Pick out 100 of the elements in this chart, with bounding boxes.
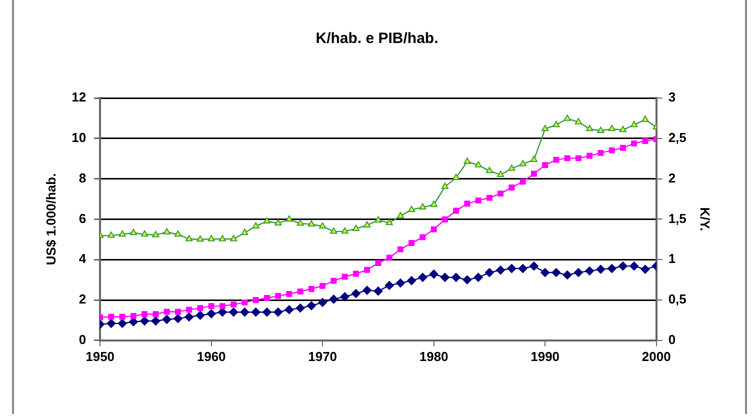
point: [497, 170, 504, 178]
point: [218, 234, 226, 242]
point: [319, 222, 326, 229]
point: [151, 316, 160, 326]
point: [540, 268, 550, 278]
point: [452, 174, 460, 180]
y-tick-label: 6: [78, 210, 86, 226]
point: [462, 275, 472, 284]
point: [252, 222, 260, 229]
point: [364, 221, 371, 228]
y2-tick-label: 1,5: [668, 210, 686, 226]
y2-tick-label: 3: [668, 90, 676, 105]
point: [141, 230, 148, 237]
point: [184, 312, 194, 322]
point: [186, 234, 193, 242]
point: [108, 232, 115, 238]
point: [475, 197, 482, 204]
point: [142, 311, 148, 318]
point: [508, 184, 515, 190]
x-tick-label: 1970: [308, 348, 338, 364]
x-tick-label: 1990: [530, 348, 560, 364]
point: [519, 160, 526, 166]
point: [351, 289, 360, 298]
point: [486, 166, 493, 174]
point: [264, 295, 270, 301]
point: [384, 280, 394, 290]
point: [441, 182, 448, 189]
point: [640, 264, 650, 274]
point: [118, 318, 127, 328]
point: [386, 254, 392, 261]
point: [508, 164, 516, 171]
point: [408, 240, 415, 246]
x-tick-label: 1960: [196, 348, 226, 364]
point: [418, 272, 428, 282]
point: [464, 158, 471, 164]
point: [496, 266, 506, 275]
point: [386, 218, 393, 226]
y2-tick-label: 0,5: [668, 292, 686, 307]
point: [330, 228, 338, 234]
point: [420, 234, 426, 240]
point: [152, 311, 159, 318]
point: [318, 298, 328, 307]
point: [284, 305, 294, 314]
point: [474, 161, 482, 168]
point: [608, 124, 616, 132]
point: [208, 303, 214, 310]
point: [106, 318, 116, 328]
point: [452, 272, 461, 282]
point: [320, 282, 326, 289]
point: [329, 294, 338, 304]
point: [564, 155, 570, 162]
point: [241, 228, 248, 235]
point: [598, 150, 604, 156]
point: [306, 301, 316, 310]
y-tick-label: 0: [78, 332, 86, 347]
point: [474, 272, 483, 282]
point: [296, 219, 304, 226]
point: [530, 170, 537, 177]
point: [196, 310, 205, 320]
y2-tick-label: 0: [668, 332, 676, 347]
y2-tick-label: 2,5: [668, 130, 686, 145]
point: [242, 299, 248, 306]
point: [263, 217, 270, 224]
y-tick-label: 4: [78, 251, 87, 266]
point: [440, 272, 450, 282]
point: [152, 230, 160, 238]
point: [407, 276, 416, 286]
point: [130, 312, 136, 319]
point: [252, 297, 259, 303]
point: [542, 124, 549, 132]
point: [642, 138, 648, 144]
point: [286, 290, 292, 297]
point: [419, 203, 426, 210]
point: [396, 212, 404, 218]
point: [430, 226, 437, 232]
point: [230, 234, 238, 242]
point: [130, 228, 137, 235]
point: [262, 308, 272, 317]
point: [274, 308, 283, 317]
x-tick-label: 1950: [86, 348, 115, 364]
point: [529, 262, 538, 271]
point: [630, 120, 638, 128]
point: [552, 268, 561, 278]
point: [374, 216, 382, 222]
point: [230, 301, 237, 308]
point: [197, 305, 204, 312]
point: [453, 208, 460, 214]
y-tick-label: 12: [72, 90, 86, 105]
point: [286, 215, 293, 222]
point: [552, 120, 560, 128]
point: [498, 190, 504, 197]
point: [352, 224, 360, 231]
point: [562, 270, 572, 280]
point: [362, 286, 372, 295]
point: [607, 264, 616, 273]
point: [586, 152, 593, 159]
point: [530, 156, 538, 162]
point: [518, 264, 528, 273]
point: [484, 268, 494, 278]
point: [608, 147, 615, 154]
